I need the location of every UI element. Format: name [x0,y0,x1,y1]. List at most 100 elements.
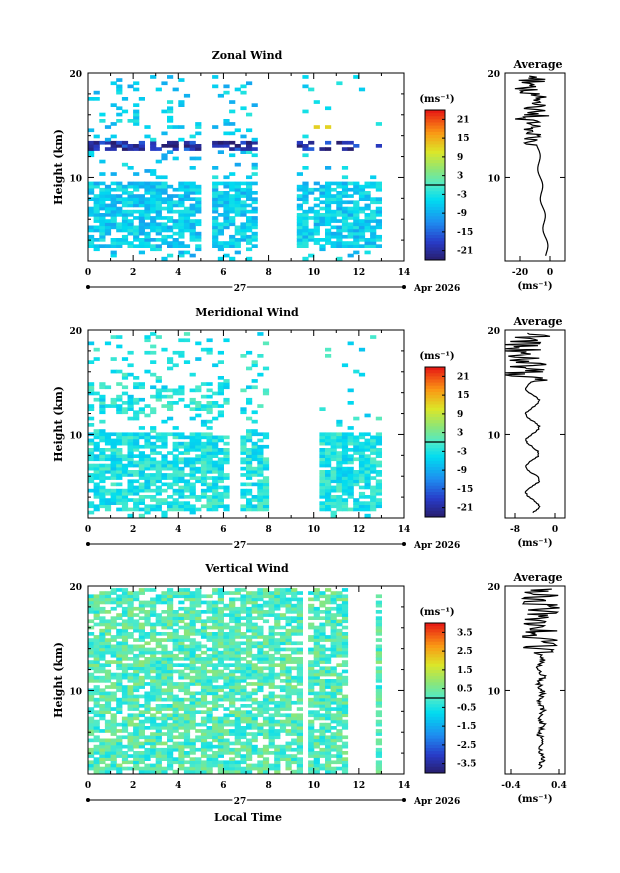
data-cell [257,613,264,617]
data-cell [99,644,106,649]
data-cell [217,225,224,230]
data-cell [234,675,241,680]
data-cell [330,632,337,636]
data-cell [88,722,95,727]
data-cell [234,147,241,151]
data-cell [183,191,191,195]
data-cell [150,448,157,452]
data-cell [104,488,112,493]
data-cell [167,416,174,421]
data-cell [127,463,134,468]
data-cell [325,191,332,195]
data-cell [195,647,202,652]
data-cell [104,125,112,129]
data-cell [234,679,241,683]
data-cell [336,757,343,761]
data-cell [251,747,258,752]
data-cell [353,206,360,211]
data-cell [375,479,382,484]
data-cell [155,766,162,771]
data-cell [223,606,230,611]
data-cell [336,622,343,627]
data-cell [341,454,349,458]
data-cell [178,635,185,639]
data-cell [99,216,106,220]
data-cell [189,504,196,509]
data-cell [375,181,382,186]
data-cell [279,751,287,755]
data-cell [183,657,191,661]
data-cell [116,594,123,599]
data-cell [251,641,258,646]
data-cell [167,679,174,683]
data-cell [370,234,377,239]
data-cell [308,206,315,211]
data-cell [212,613,219,617]
data-cell [178,716,185,721]
data-cell [257,766,264,771]
data-cell [127,194,134,198]
data-cell [246,591,253,595]
data-cell [116,644,123,649]
data-cell [133,122,140,126]
data-cell [161,632,168,636]
data-cell [161,716,168,721]
data-cell [212,722,219,727]
data-cell [133,682,140,686]
data-cell [296,187,303,192]
colorbar-tick-label: -15 [457,485,473,495]
data-cell [223,653,230,658]
data-cell [285,713,292,718]
data-cell [150,394,157,399]
data-cell [330,231,337,236]
data-cell [341,769,349,774]
data-cell [279,757,287,761]
data-cell [274,657,281,661]
data-cell [178,241,185,245]
data-cell [167,697,174,702]
data-cell [150,225,157,230]
data-cell [167,754,174,758]
data-cell [195,234,202,239]
data-cell [341,432,349,437]
data-cell [330,432,337,437]
data-cell [246,222,253,227]
data-cell [172,432,179,437]
data-cell [313,203,320,208]
data-cell [223,603,230,608]
data-cell [223,197,230,201]
data-cell [116,394,123,399]
data-cell [262,594,270,599]
data-cell [144,435,151,440]
data-cell [330,766,337,771]
data-cell [110,766,117,771]
data-cell [308,735,315,740]
data-cell [88,716,95,721]
data-cell [240,603,247,608]
data-cell [127,444,134,449]
data-cell [93,448,100,452]
data-cell [195,603,202,608]
data-cell [336,735,343,740]
data-cell [274,757,281,761]
y-axis-label: Height (km) [52,129,65,205]
data-cell [217,638,224,642]
data-cell [155,707,162,711]
data-cell [364,184,371,189]
data-cell [178,479,185,484]
data-cell [138,650,145,655]
data-cell [336,256,343,261]
data-cell [178,591,185,595]
data-cell [206,438,213,443]
data-cell [246,650,253,655]
data-cell [325,197,332,201]
data-cell [110,616,117,620]
data-cell [172,140,179,145]
data-cell [347,441,354,446]
colorbar-segment [425,457,445,462]
data-cell [217,93,224,98]
data-cell [200,766,208,771]
data-cell [104,206,112,211]
data-cell [325,722,332,727]
